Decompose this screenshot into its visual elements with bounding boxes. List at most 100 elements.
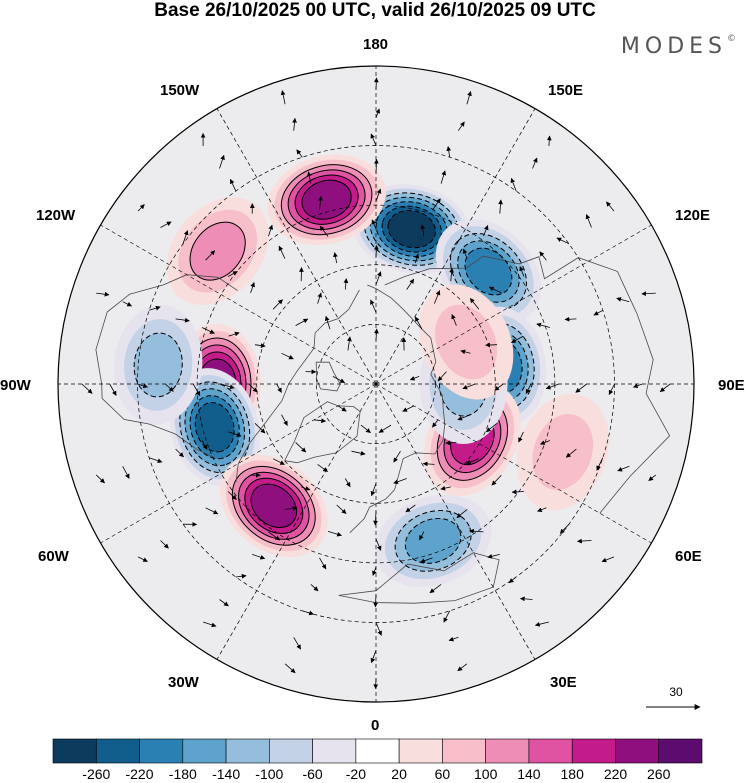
lon-label-60w: 60W [38, 548, 69, 565]
anomaly-level [388, 210, 436, 248]
wind-arrow [437, 371, 447, 382]
wind-arrow [536, 322, 551, 328]
wind-arrow [487, 553, 500, 559]
wind-arrow [333, 252, 338, 264]
wind-arrow [422, 461, 435, 467]
wind-arrow [608, 383, 615, 396]
wind-arrow [445, 440, 457, 446]
wind-arrow [149, 457, 163, 463]
graticule [58, 66, 694, 702]
wind-arrow [616, 297, 630, 303]
coastline [384, 255, 671, 514]
wind-arrow [556, 237, 570, 245]
colorbar-swatch [442, 738, 486, 764]
wind-arrow [370, 650, 377, 664]
wind-arrow [230, 178, 237, 192]
lon-label-180: 180 [363, 36, 389, 53]
longitude-line [375, 383, 652, 544]
wind-arrow [336, 504, 347, 514]
wind-arrow [95, 474, 105, 484]
wind-arrow [201, 440, 208, 451]
wind-arrow [310, 584, 319, 592]
wind-arrow [149, 305, 161, 311]
wind-arrow [485, 342, 498, 348]
wind-arrow [534, 621, 549, 627]
wind-arrow [519, 596, 533, 602]
wind-arrow [440, 170, 447, 184]
anomaly-level [190, 222, 246, 281]
colorbar-swatch [398, 738, 443, 764]
wind-arrow [370, 483, 377, 497]
wind-arrow [491, 474, 502, 486]
coastlines [95, 255, 671, 604]
wind-arrow [81, 383, 93, 394]
anomaly-level [195, 402, 235, 452]
wind-arrow [601, 556, 615, 563]
vector-scale: 30 [646, 685, 706, 699]
wind-arrow [409, 376, 420, 381]
colorbar-tick-labels: -260 -220 -180 -140 -100 -60 -20 20 60 100 140 180 2… [0, 766, 750, 783]
anomaly-center [374, 494, 492, 588]
coastline [95, 274, 238, 458]
colorbar-swatch [615, 738, 660, 764]
colorbar-swatch [312, 738, 357, 764]
anomaly-contour [294, 174, 359, 225]
wind-arrow [250, 282, 255, 294]
wind-arrow [160, 221, 172, 228]
wind-arrow [219, 599, 229, 607]
wind-arrow [281, 352, 294, 360]
wind-arrow [137, 204, 145, 212]
wind-arrow [272, 299, 283, 310]
wind-arrow [272, 458, 285, 465]
wind-arrow [375, 188, 382, 202]
colorbar-tick-label: -60 [302, 766, 323, 782]
anomaly-level [532, 414, 594, 490]
colorbar-swatch [355, 738, 400, 764]
wind-arrow [457, 663, 468, 672]
wind-arrow [460, 349, 471, 355]
wind-arrow [525, 383, 532, 395]
colorbar-tick-label: 100 [474, 766, 498, 782]
wind-arrow [577, 538, 592, 544]
wind-arrow [434, 290, 441, 304]
wind-arrow [306, 171, 312, 184]
wind-arrow [432, 198, 441, 211]
wind-arrow [137, 383, 149, 389]
wind-arrow [192, 383, 201, 397]
wind-arrow [248, 383, 258, 393]
anomaly-contour [287, 169, 366, 230]
colorbar-swatch [225, 738, 270, 764]
lon-label-30e: 30E [550, 674, 577, 691]
wind-arrow [420, 557, 433, 563]
wind-arrow [393, 450, 401, 463]
wind-arrow [324, 315, 331, 330]
wind-arrow [202, 621, 217, 628]
wind-arrow [327, 531, 342, 537]
colorbar-swatch [52, 738, 97, 764]
wind-arrow [494, 383, 504, 391]
wind-arrow [337, 405, 347, 412]
colorbar-swatch [182, 738, 227, 764]
wind-arrow [292, 117, 297, 131]
colorbar-tick-label: 20 [391, 766, 407, 782]
longitude-line [100, 224, 377, 385]
wind-arrow [360, 424, 371, 434]
longitude-line [216, 383, 377, 660]
wind-arrow [485, 422, 498, 433]
wind-arrow [537, 507, 547, 512]
wind-arrow [545, 383, 560, 390]
colorbar-tick-label: -100 [255, 766, 284, 782]
anomaly-level [134, 332, 183, 397]
wind-arrow [451, 314, 457, 326]
wind-arrow [268, 224, 274, 237]
wind-arrow [346, 336, 352, 351]
wind-arrow [575, 383, 587, 393]
colorbar-swatch [485, 738, 530, 764]
wind-arrow [519, 266, 525, 277]
anomaly-contour [250, 483, 298, 528]
wind-arrow [632, 383, 643, 388]
wind-arrow [351, 450, 366, 456]
lon-label-120e: 120E [675, 207, 711, 224]
colorbar-tick-label: 60 [434, 766, 451, 782]
coastline [338, 552, 500, 604]
